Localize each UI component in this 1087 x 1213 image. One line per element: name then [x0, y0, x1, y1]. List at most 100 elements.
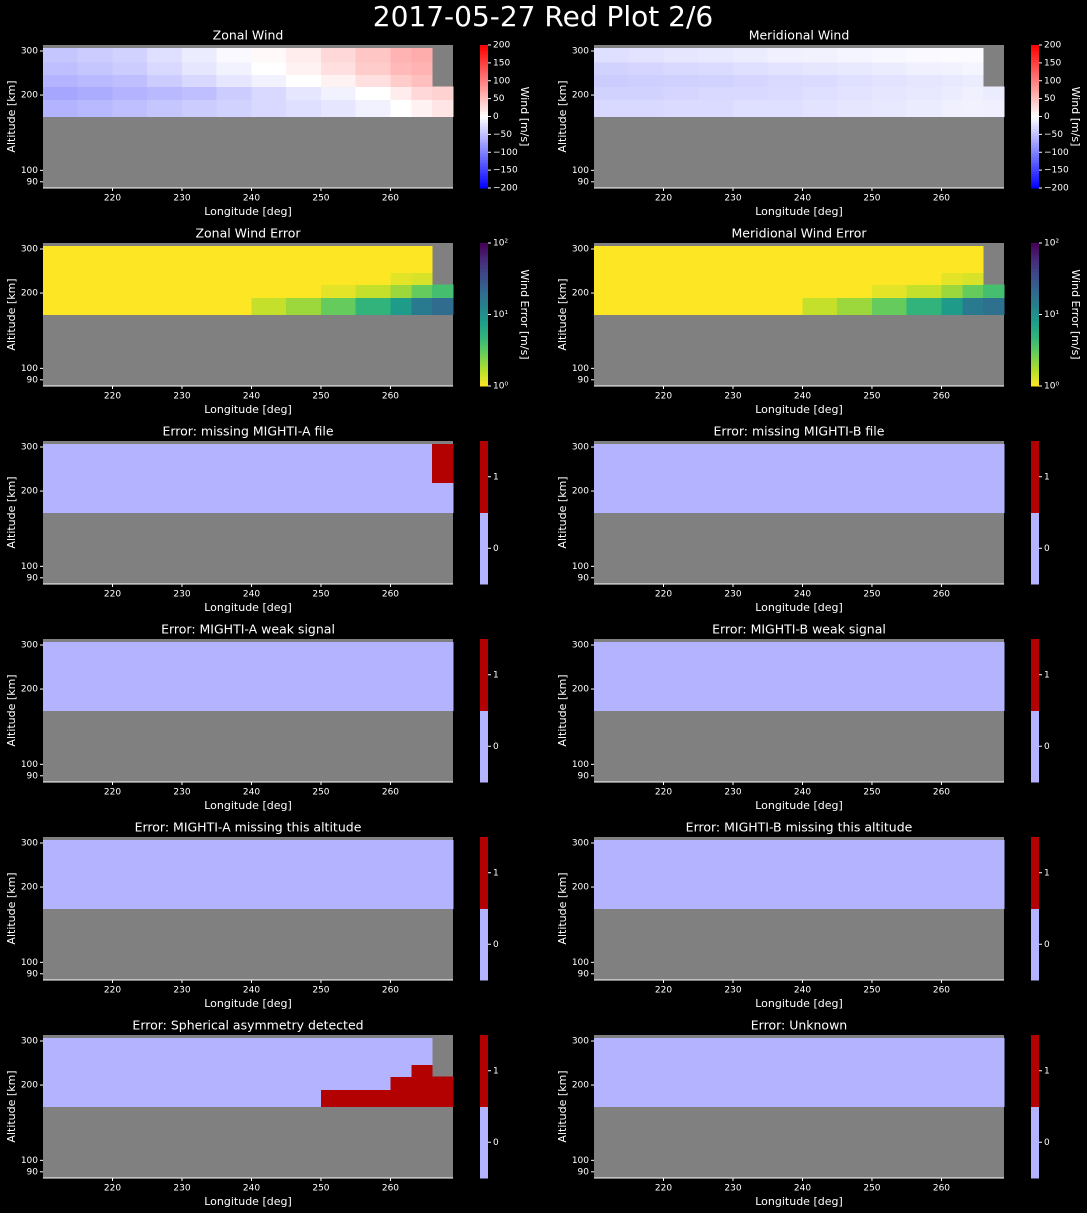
heatmap-cell: [906, 47, 942, 63]
colorbar-segment: [480, 297, 488, 301]
heatmap-cell: [286, 1089, 322, 1108]
heatmap-cell: [355, 458, 391, 471]
heatmap-cell: [871, 99, 908, 118]
heatmap-cell: [390, 1052, 412, 1065]
heatmap-cell: [286, 74, 322, 88]
x-tick-label: 220: [655, 590, 672, 600]
heatmap-cell: [251, 839, 287, 855]
colorbar-segment: [1031, 243, 1039, 246]
panel-title: Error: MIGHTI-A missing this altitude: [135, 820, 362, 835]
y-tick-label: 100: [572, 1156, 589, 1166]
heatmap-cell: [390, 1089, 412, 1108]
colorbar-segment: [1031, 171, 1039, 175]
heatmap-cell: [767, 668, 803, 682]
colorbar-segment: [1031, 183, 1039, 187]
heatmap-cell: [594, 1064, 630, 1078]
colorbar-segment: [1031, 304, 1039, 308]
colorbar-segment: [1031, 290, 1039, 294]
heatmap-cell: [837, 891, 873, 910]
heatmap-cell: [628, 458, 664, 471]
heatmap-cell: [983, 1052, 1005, 1065]
heatmap-cell: [251, 245, 287, 261]
heatmap-cell: [320, 272, 357, 286]
colorbar-segment: [480, 128, 488, 132]
heatmap-cell: [112, 668, 148, 682]
heatmap-cell: [286, 86, 322, 100]
heatmap-cell: [871, 1052, 908, 1065]
heatmap-cell: [147, 1064, 183, 1078]
colorbar-segment: [480, 304, 488, 308]
heatmap-cell: [802, 668, 838, 682]
heatmap-cell: [112, 272, 148, 286]
heatmap-cell: [802, 866, 838, 880]
heatmap-cell: [962, 839, 984, 855]
heatmap-cell: [663, 74, 699, 88]
heatmap-cell: [432, 86, 454, 100]
heatmap-cell: [390, 458, 412, 471]
heatmap-cell: [320, 297, 357, 316]
heatmap-cell: [181, 74, 218, 88]
heatmap-cell: [698, 1052, 734, 1065]
heatmap-cell: [181, 878, 218, 892]
heatmap-cell: [962, 272, 984, 286]
x-tick-label: 230: [173, 788, 190, 798]
colorbar-segment: [1031, 335, 1039, 339]
heatmap-cell: [871, 245, 908, 261]
colorbar-segment: [1031, 343, 1039, 346]
heatmap-cell: [983, 668, 1005, 682]
heatmap-cell: [320, 656, 357, 669]
colorbar-segment: [1031, 75, 1039, 79]
y-tick-label: 90: [578, 969, 590, 979]
colorbar-segment: [1031, 278, 1039, 282]
heatmap-cell: [628, 878, 664, 892]
x-tick-label: 260: [382, 1184, 399, 1194]
heatmap-cell: [147, 99, 183, 118]
colorbar-segment: [480, 288, 488, 292]
heatmap-cell: [286, 47, 322, 63]
heatmap-cell: [286, 297, 322, 316]
heatmap-cell: [941, 866, 963, 880]
heatmap-cell: [77, 866, 113, 880]
heatmap-cell: [732, 74, 769, 88]
heatmap-cell: [112, 482, 148, 496]
heatmap-cell: [43, 470, 79, 484]
y-tick-label: 300: [572, 640, 589, 650]
colorbar-tick-label: −200: [1044, 184, 1069, 194]
colorbar-segment: [480, 176, 488, 179]
colorbar-segment: [1031, 87, 1039, 91]
x-tick-label: 220: [655, 194, 672, 204]
heatmap-cell: [390, 668, 412, 682]
heatmap-cell: [663, 656, 699, 669]
heatmap-cell: [698, 86, 734, 100]
colorbar-segment: [480, 250, 488, 254]
heatmap-cell: [837, 482, 873, 496]
colorbar-tick-label: 1: [1044, 472, 1050, 482]
x-axis-label: Longitude [deg]: [204, 1195, 292, 1208]
colorbar-segment: [1031, 288, 1039, 292]
colorbar-segment: [480, 180, 488, 184]
heatmap-cell: [251, 656, 287, 669]
heatmap-cell: [320, 482, 357, 496]
colorbar-segment: [480, 264, 488, 268]
heatmap-cell: [216, 1089, 252, 1108]
y-tick-label: 90: [27, 573, 39, 583]
heatmap-cell: [77, 1037, 113, 1053]
heatmap-cell: [767, 47, 803, 63]
heatmap-cell: [594, 86, 630, 100]
colorbar-tick-label: 0: [493, 1138, 499, 1148]
colorbar-segment: [1031, 128, 1039, 132]
colorbar-segment: [1031, 126, 1039, 129]
heatmap-cell: [698, 272, 734, 286]
heatmap-cell: [43, 866, 79, 880]
colorbar-segment: [1031, 302, 1039, 306]
colorbar-segment: [480, 49, 488, 53]
heatmap-cell: [181, 284, 218, 298]
heatmap-cell: [941, 62, 963, 75]
y-tick-label: 100: [21, 364, 38, 374]
heatmap-cell: [355, 86, 391, 100]
heatmap-cell: [355, 297, 391, 316]
x-tick-label: 230: [724, 392, 741, 402]
heatmap-cell: [411, 272, 433, 286]
heatmap-cell: [871, 891, 908, 910]
heatmap-cell: [594, 878, 630, 892]
